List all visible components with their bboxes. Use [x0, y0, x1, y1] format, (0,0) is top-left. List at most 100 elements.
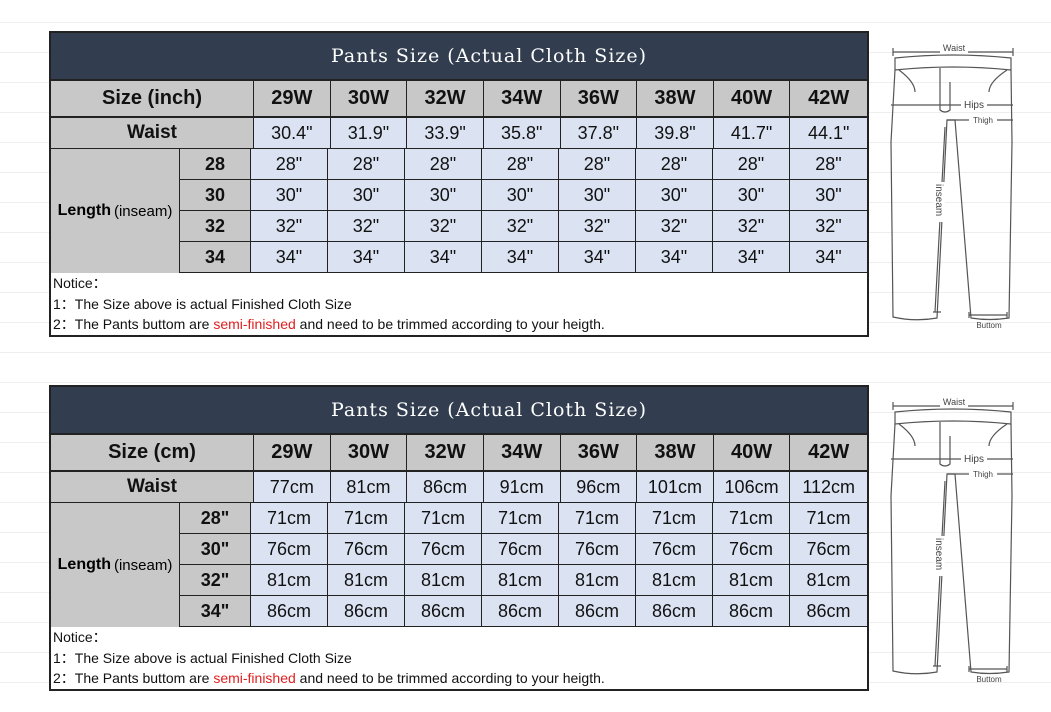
length-cell: 76cm [790, 534, 867, 564]
inseam-label: inseam [933, 538, 944, 570]
length-cell: 81cm [790, 565, 867, 595]
waist-cell: 35.8" [483, 118, 561, 148]
length-cell: 76cm [328, 534, 405, 564]
length-row: 30" 76cm 76cm 76cm 76cm 76cm 76cm 76cm 76cm [180, 534, 867, 565]
size-header-cell: 40W [713, 81, 791, 116]
notice-line-1: 1：The Size above is actual Finished Clot… [53, 649, 352, 666]
size-header-cell: 36W [560, 435, 638, 470]
waist-cell: 112cm [790, 472, 867, 502]
length-cell: 30" [328, 180, 405, 210]
notice-text: 2：The Pants buttom are [53, 316, 214, 332]
length-cell: 28" [713, 149, 790, 179]
length-cell: 34" [713, 242, 790, 272]
length-size-label: 28" [180, 503, 251, 533]
size-chart-table: Pants Size (Actual Cloth Size) Size (cm)… [49, 385, 869, 691]
length-cell: 34" [328, 242, 405, 272]
length-cell: 30" [790, 180, 867, 210]
size-header-cell: 42W [790, 435, 867, 470]
notice-text: and need to be trimmed according to your… [295, 316, 605, 332]
length-cell: 76cm [713, 534, 790, 564]
length-size-label: 34 [180, 242, 251, 272]
length-row: 28 28" 28" 28" 28" 28" 28" 28" 28" [180, 149, 867, 180]
length-label-rest: (inseam) [113, 556, 173, 574]
length-cell: 30" [405, 180, 482, 210]
notice-line-2: 2：The Pants buttom are semi-finished and… [53, 314, 867, 335]
length-section: Length (inseam) 28" 71cm 71cm 71cm 71cm 71cm 71c… [51, 503, 867, 627]
length-cell: 28" [482, 149, 559, 179]
length-cell: 30" [713, 180, 790, 210]
thigh-label: Thigh [973, 470, 993, 479]
waist-cell: 30.4" [254, 118, 331, 148]
length-size-label: 28 [180, 149, 251, 179]
size-header-cell: 38W [637, 81, 714, 116]
waist-cell: 101cm [637, 472, 714, 502]
length-cell: 81cm [251, 565, 328, 595]
length-row: 30 30" 30" 30" 30" 30" 30" 30" 30" [180, 180, 867, 211]
length-cell: 71cm [790, 503, 867, 533]
length-cell: 34" [482, 242, 559, 272]
thigh-label: Thigh [973, 116, 993, 125]
waist-cell: 31.9" [330, 118, 408, 148]
notice-section: Notice： 1：The Size above is actual Finis… [51, 273, 867, 335]
length-size-label: 30 [180, 180, 251, 210]
length-cell: 32" [790, 211, 867, 241]
length-cell: 28" [636, 149, 713, 179]
length-size-label: 34" [180, 596, 251, 626]
length-cell: 86cm [636, 596, 713, 626]
notice-section: Notice： 1：The Size above is actual Finis… [51, 627, 867, 689]
length-row: 28" 71cm 71cm 71cm 71cm 71cm 71cm 71cm 71cm [180, 503, 867, 534]
waist-label: Waist [943, 43, 966, 53]
waist-cell: 33.9" [407, 118, 484, 148]
waist-cell: 39.8" [637, 118, 714, 148]
length-cell: 71cm [482, 503, 559, 533]
length-cell: 81cm [328, 565, 405, 595]
length-cell: 32" [251, 211, 328, 241]
size-header-cell: 29W [254, 81, 331, 116]
size-header-cell: 36W [560, 81, 638, 116]
length-cell: 30" [636, 180, 713, 210]
length-cell: 32" [405, 211, 482, 241]
length-cell: 86cm [328, 596, 405, 626]
notice-heading: Notice： [53, 275, 107, 291]
hips-label: Hips [964, 454, 984, 465]
notice-heading: Notice： [53, 629, 107, 645]
length-cell: 81cm [405, 565, 482, 595]
size-unit-label: Size (cm) [51, 435, 254, 470]
waist-row: Waist 77cm 81cm 86cm 91cm 96cm 101cm 106cm 112cm [51, 472, 867, 503]
length-cell: 76cm [405, 534, 482, 564]
inseam-label: inseam [933, 184, 944, 216]
length-label: Length (inseam) [51, 503, 180, 627]
length-cell: 28" [559, 149, 636, 179]
length-cell: 28" [251, 149, 328, 179]
length-cell: 30" [482, 180, 559, 210]
length-cell: 76cm [251, 534, 328, 564]
waist-cell: 77cm [254, 472, 331, 502]
length-cell: 30" [559, 180, 636, 210]
length-cell: 86cm [790, 596, 867, 626]
length-row: 34" 86cm 86cm 86cm 86cm 86cm 86cm 86cm 86cm [180, 596, 867, 627]
waist-cell: 106cm [713, 472, 791, 502]
length-cell: 28" [790, 149, 867, 179]
length-cell: 76cm [636, 534, 713, 564]
length-cell: 32" [328, 211, 405, 241]
length-cell: 71cm [328, 503, 405, 533]
length-cell: 71cm [559, 503, 636, 533]
waist-cell: 91cm [483, 472, 561, 502]
length-cell: 86cm [251, 596, 328, 626]
size-header-cell: 42W [790, 81, 867, 116]
waist-cell: 41.7" [713, 118, 791, 148]
pants-measurement-diagram: Waist Hips Thigh inseam Buttom [890, 396, 1014, 684]
waist-cell: 37.8" [560, 118, 638, 148]
length-cell: 34" [636, 242, 713, 272]
length-cell: 32" [713, 211, 790, 241]
size-header-cell: 38W [637, 435, 714, 470]
bottom-label: Buttom [976, 321, 1002, 330]
waist-row: Waist 30.4" 31.9" 33.9" 35.8" 37.8" 39.8" 41.7"… [51, 118, 867, 149]
size-header-cell: 32W [407, 81, 484, 116]
length-label: Length (inseam) [51, 149, 180, 273]
length-cell: 81cm [482, 565, 559, 595]
length-cell: 28" [328, 149, 405, 179]
size-header-cell: 32W [407, 435, 484, 470]
notice-line-2: 2：The Pants buttom are semi-finished and… [53, 668, 867, 689]
size-header-cell: 40W [713, 435, 791, 470]
